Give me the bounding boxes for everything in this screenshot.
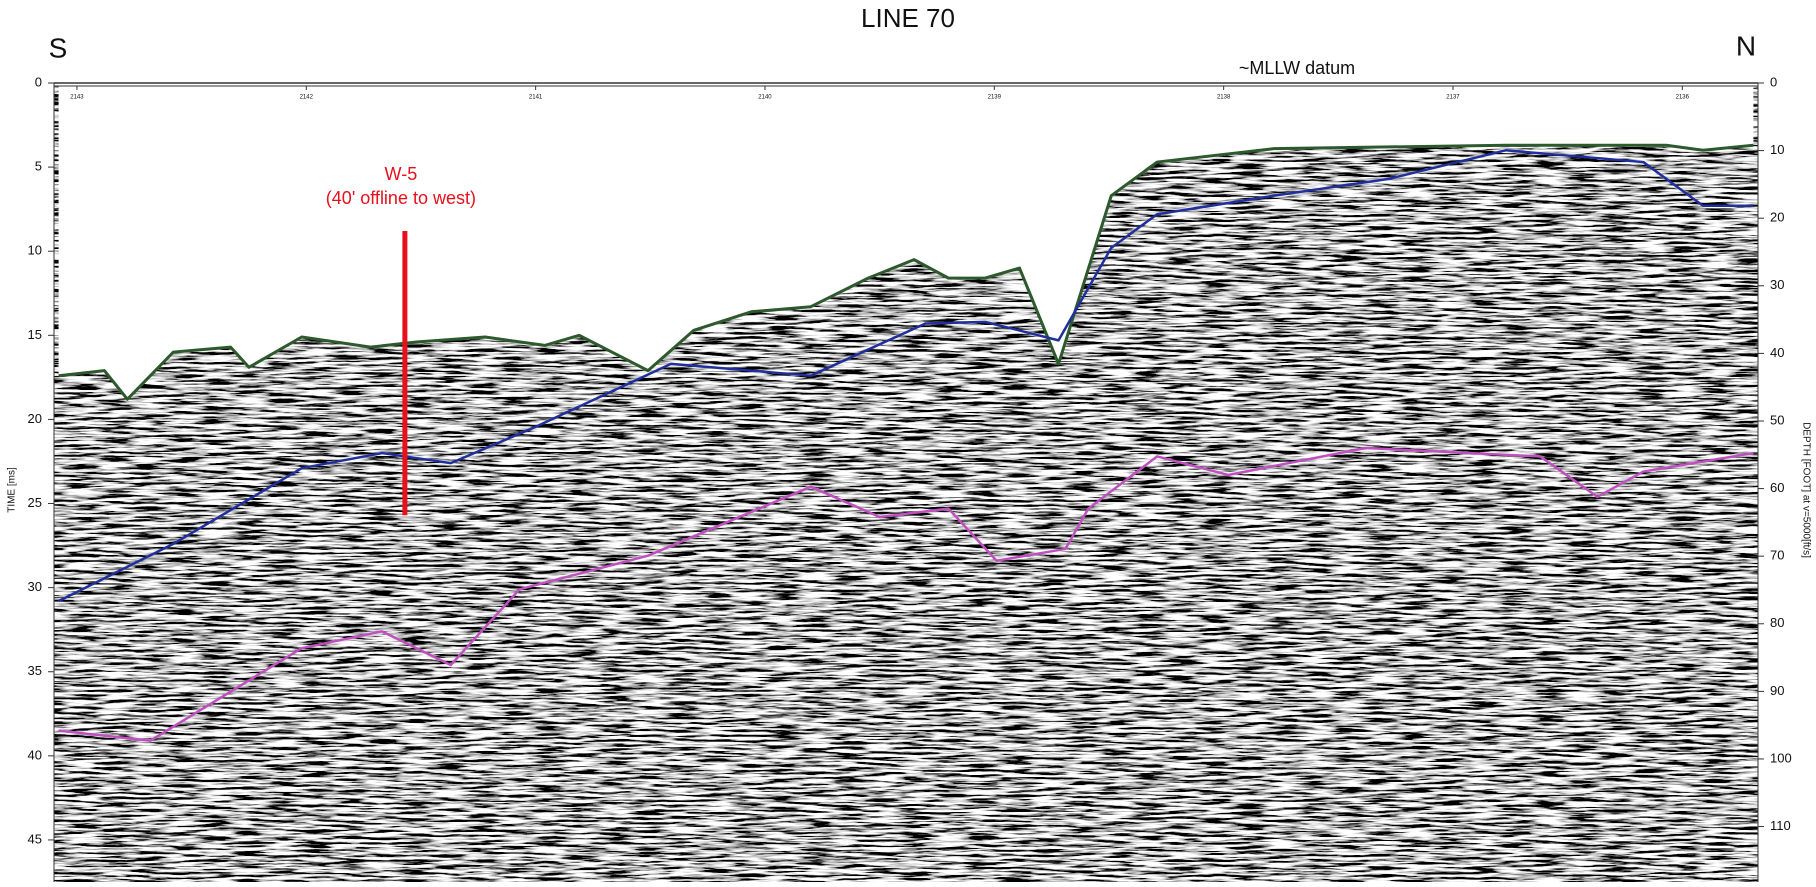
y-tick-label: 5	[35, 159, 42, 174]
horizon-line	[58, 143, 1754, 401]
y2-tick-label: 30	[1770, 277, 1784, 292]
x-tick-label: 2139	[988, 95, 1002, 101]
y2-tick-label: 110	[1770, 818, 1791, 833]
y2-tick-label: 80	[1770, 615, 1784, 630]
x-tick-label: 2141	[529, 95, 543, 101]
y2-tick-label: 100	[1770, 750, 1792, 765]
horizon-line	[58, 446, 1754, 742]
y2-tick-label: 90	[1770, 683, 1784, 698]
y2-tick-label: 20	[1770, 210, 1784, 225]
y-tick-label: 10	[28, 243, 42, 258]
datum-label: ~MLLW datum	[1239, 58, 1355, 78]
x-tick-label: 2137	[1446, 95, 1460, 101]
y2-tick-label: 50	[1770, 412, 1784, 427]
well-label: (40' offline to west)	[326, 188, 476, 208]
y-tick-label: 35	[28, 663, 42, 678]
y-tick-label: 20	[28, 411, 42, 426]
y2-axis-label: DEPTH [FOOT] at v=5000[ft/s]	[1800, 422, 1811, 558]
y-tick-label: 15	[28, 327, 42, 342]
y-tick-label: 30	[28, 579, 42, 594]
x-tick-label: 2136	[1676, 95, 1690, 101]
direction-label: N	[1736, 30, 1756, 61]
y2-tick-label: 70	[1770, 548, 1784, 563]
chart-title: LINE 70	[861, 3, 955, 33]
y-tick-label: 25	[28, 495, 42, 510]
well-label: W-5	[385, 164, 418, 184]
y2-tick-label: 40	[1770, 345, 1784, 360]
y2-tick-label: 0	[1770, 74, 1777, 89]
x-tick-label: 2138	[1217, 95, 1231, 101]
y2-tick-label: 60	[1770, 480, 1784, 495]
direction-label: S	[49, 32, 68, 63]
x-tick-label: 2140	[758, 95, 772, 101]
water-column	[58, 86, 1754, 400]
x-tick-label: 2142	[300, 95, 314, 101]
horizon-line	[58, 149, 1754, 603]
y-tick-label: 0	[35, 74, 42, 89]
y-tick-label: 45	[28, 831, 42, 846]
y-tick-label: 40	[28, 747, 42, 762]
y-axis-label: TIME [ms]	[7, 467, 18, 513]
y2-tick-label: 10	[1770, 142, 1784, 157]
x-tick-label: 2143	[70, 95, 84, 101]
